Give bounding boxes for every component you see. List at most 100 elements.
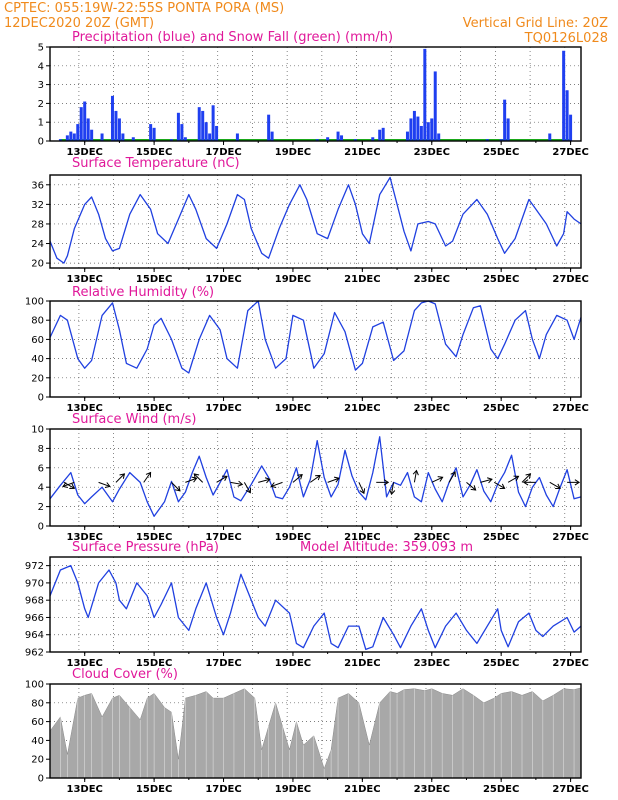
x-tick-label: 17DEC bbox=[205, 784, 241, 795]
y-tick-label: 0 bbox=[38, 774, 44, 785]
wind-arrow-shaft bbox=[271, 481, 283, 487]
wind-arrow-head bbox=[69, 483, 76, 490]
y-tick-label: 20 bbox=[31, 259, 44, 270]
precip-bar bbox=[433, 71, 437, 141]
wind-arrow bbox=[376, 479, 390, 486]
wind-arrow-head bbox=[522, 479, 529, 486]
wind-arrow-head bbox=[315, 474, 321, 481]
wind-arrow bbox=[567, 479, 581, 486]
wind-arrow-head bbox=[525, 473, 532, 479]
x-tick-label: 17DEC bbox=[205, 147, 241, 158]
precip-bar bbox=[419, 125, 423, 141]
wind-arrow bbox=[549, 481, 561, 490]
precip-bar bbox=[381, 127, 385, 141]
wind-arrow-shaft bbox=[327, 477, 340, 483]
precip-bar bbox=[506, 118, 510, 141]
y-tick-label: 970 bbox=[25, 578, 44, 589]
y-tick-label: 24 bbox=[31, 239, 44, 250]
wind-arrow-head bbox=[62, 482, 69, 489]
wind-arrow bbox=[243, 482, 252, 494]
y-tick-label: 2 bbox=[38, 502, 44, 513]
cloud-title: Cloud Cover (%) bbox=[72, 667, 178, 682]
precip-bar bbox=[340, 135, 344, 141]
temperature-title: Surface Temperature (nC) bbox=[72, 156, 240, 171]
wind-arrow-shaft bbox=[98, 481, 111, 487]
y-tick-label: 0 bbox=[38, 137, 44, 148]
precip-bar bbox=[437, 133, 441, 141]
x-tick-label: 19DEC bbox=[275, 658, 311, 669]
wind-frame bbox=[49, 428, 582, 527]
wind-arrow bbox=[258, 477, 271, 484]
x-tick-label: 13DEC bbox=[67, 532, 103, 543]
wind-arrow-head bbox=[237, 480, 244, 487]
wind-arrow-head bbox=[333, 476, 340, 483]
x-tick-label: 25DEC bbox=[483, 147, 519, 158]
x-tick-label: 19DEC bbox=[275, 532, 311, 543]
cloud-panel: 0 20 40 60 80 100 13DEC 15DEC 17DEC 19DEC 21DEC 23D… bbox=[25, 667, 589, 795]
y-tick-label: 36 bbox=[31, 180, 44, 191]
x-tick-label: 25DEC bbox=[483, 532, 519, 543]
x-tick-label: 27DEC bbox=[552, 274, 588, 285]
wind-arrow-head bbox=[221, 475, 228, 482]
precip-bar bbox=[100, 133, 104, 141]
x-tick-label: 17DEC bbox=[205, 403, 241, 414]
y-tick-label: 100 bbox=[25, 297, 44, 308]
x-tick-label: 19DEC bbox=[275, 274, 311, 285]
humidity-frame bbox=[49, 300, 582, 398]
wind-arrow-head bbox=[513, 475, 520, 482]
y-tick-label: 40 bbox=[31, 736, 44, 747]
wind-arrow-head bbox=[359, 488, 366, 495]
wind-arrow bbox=[327, 476, 340, 483]
precip-bar bbox=[485, 139, 489, 141]
y-tick-label: 964 bbox=[25, 630, 44, 641]
wind-arrow bbox=[389, 482, 396, 496]
x-tick-label: 17DEC bbox=[205, 274, 241, 285]
x-tick-label: 15DEC bbox=[136, 658, 172, 669]
wind-arrow bbox=[310, 474, 321, 483]
wind-arrow bbox=[98, 481, 111, 489]
precip-bar bbox=[90, 129, 94, 141]
y-tick-label: 28 bbox=[31, 219, 44, 230]
wind-arrow-shaft bbox=[391, 482, 395, 495]
x-tick-label: 21DEC bbox=[344, 147, 380, 158]
y-tick-label: 4 bbox=[38, 61, 44, 72]
x-tick-label: 13DEC bbox=[67, 658, 103, 669]
x-tick-label: 25DEC bbox=[483, 274, 519, 285]
x-tick-label: 15DEC bbox=[136, 532, 172, 543]
wind-arrow-head bbox=[383, 479, 390, 486]
precip-bar bbox=[149, 124, 153, 141]
wind-arrow bbox=[171, 481, 181, 492]
precip-bar bbox=[79, 107, 83, 141]
precip-bar bbox=[315, 139, 319, 141]
x-tick-label: 25DEC bbox=[483, 403, 519, 414]
wind-arrow-head bbox=[191, 476, 198, 483]
x-tick-label: 21DEC bbox=[344, 274, 380, 285]
wind-arrow bbox=[521, 473, 532, 483]
precip-bar bbox=[426, 122, 430, 141]
precip-bar bbox=[208, 133, 212, 141]
precip-bar bbox=[131, 137, 135, 141]
x-tick-label: 27DEC bbox=[552, 403, 588, 414]
precip-panel: 0 1 2 3 4 5 13DEC 15DEC 17DEC 19DEC 21DEC 23DEC 25DE… bbox=[38, 30, 589, 158]
wind-arrow-shaft bbox=[549, 481, 561, 489]
precip-bar bbox=[569, 114, 573, 141]
wind-arrow bbox=[292, 474, 303, 483]
wind-arrow-head bbox=[104, 482, 111, 489]
precip-bar bbox=[169, 139, 173, 141]
precip-bar bbox=[72, 133, 76, 141]
wind-arrow-shaft bbox=[448, 471, 456, 483]
precip-bar bbox=[197, 107, 201, 141]
wind-arrow bbox=[480, 477, 493, 484]
precip-bar bbox=[152, 127, 156, 141]
precip-bar bbox=[416, 116, 420, 141]
precip-bar bbox=[65, 135, 69, 141]
wind-arrow-shaft bbox=[62, 481, 75, 487]
wind-arrow bbox=[448, 471, 456, 483]
wind-arrow-shaft bbox=[431, 476, 443, 483]
x-tick-label: 21DEC bbox=[344, 403, 380, 414]
y-tick-label: 60 bbox=[31, 335, 44, 346]
x-tick-label: 21DEC bbox=[344, 784, 380, 795]
x-tick-label: 19DEC bbox=[275, 403, 311, 414]
y-tick-label: 962 bbox=[25, 648, 44, 659]
wind-arrow-head bbox=[499, 483, 506, 490]
